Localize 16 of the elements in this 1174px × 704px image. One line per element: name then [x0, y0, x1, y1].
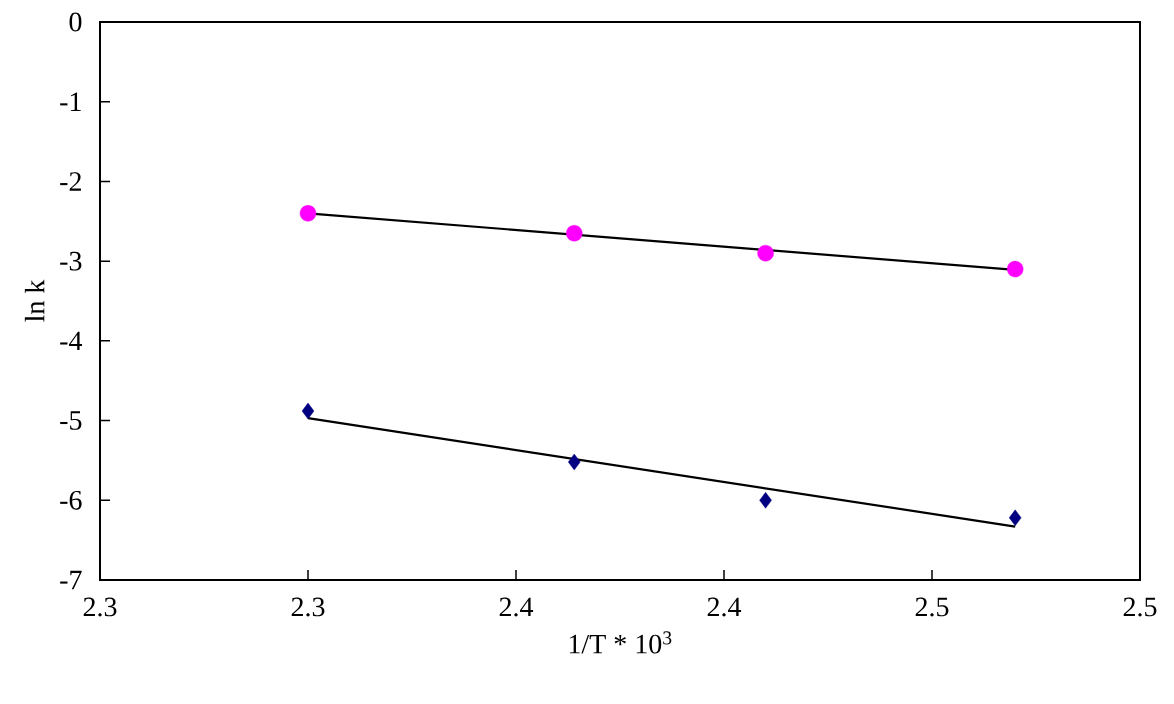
y-tick-label: -4	[60, 331, 83, 351]
x-tick-label: 2.4	[707, 597, 742, 617]
y-tick-label: -7	[60, 570, 82, 590]
x-tick-label: 2.5	[915, 597, 949, 617]
x-tick-label: 2.4	[499, 597, 534, 617]
y-axis-title: ln k	[24, 279, 45, 322]
y-tick-label: -6	[60, 490, 82, 510]
x-axis-title: 1/T * 10$^{3}$	[569, 631, 672, 654]
y-tick-label: -2	[60, 172, 81, 191]
y-tick-label: -1	[60, 92, 81, 111]
x-tick-label: 2.3	[83, 597, 117, 617]
y-tick-label: -5	[60, 411, 82, 430]
x-tick-label: 2.5	[1123, 597, 1157, 617]
y-tick-label: -3	[60, 251, 82, 271]
x-tick-label: 2.3	[291, 597, 325, 617]
y-tick-label: 0	[69, 12, 82, 32]
